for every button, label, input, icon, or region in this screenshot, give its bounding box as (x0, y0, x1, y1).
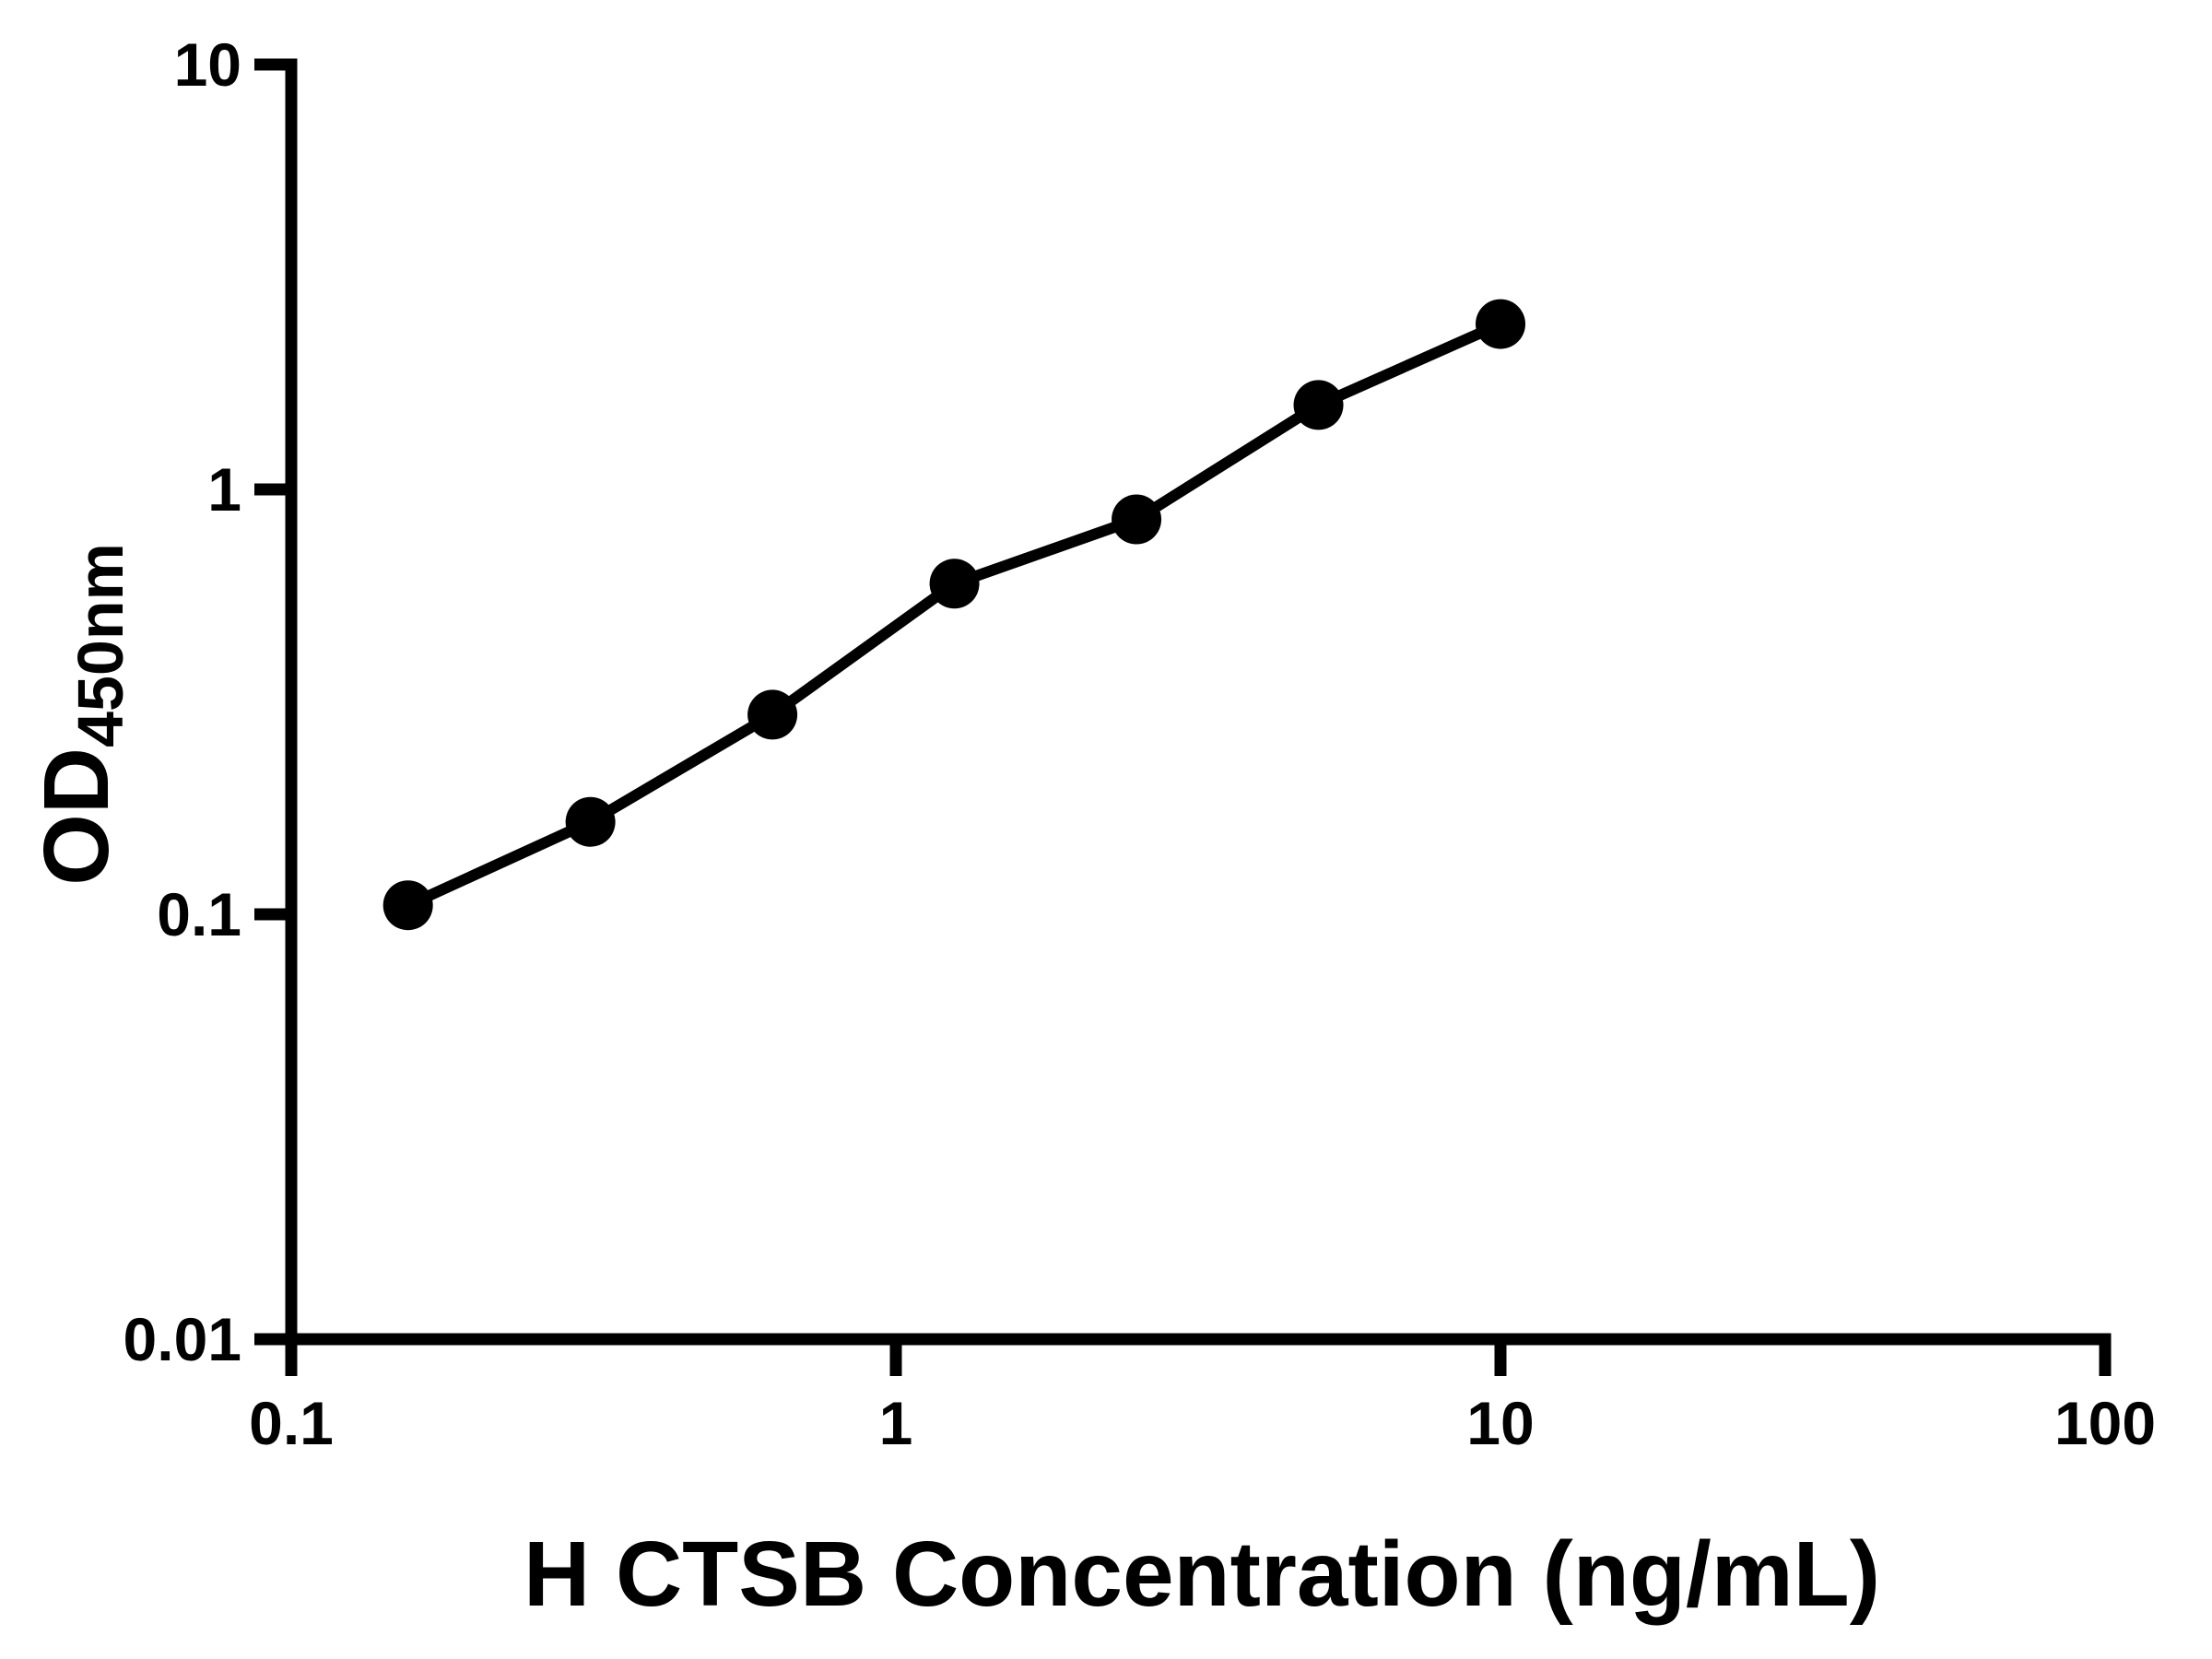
y-tick-label-0.01: 0.01 (124, 1305, 241, 1373)
x-axis-title: H CTSB Concentration (ng/mL) (524, 1523, 1880, 1626)
x-tick-label-10: 10 (1466, 1389, 1534, 1457)
standard-curve-point-3 (747, 689, 798, 740)
x-tick-label-1: 1 (879, 1389, 913, 1457)
series-layer (382, 299, 1525, 931)
y-axis-title: OD450nm (25, 543, 136, 886)
standard-curve-point-2 (565, 796, 616, 847)
standard-curve-point-1 (382, 880, 433, 931)
x-tick-label-0.1: 0.1 (249, 1389, 334, 1457)
standard-curve-point-7 (1476, 299, 1525, 349)
standard-curve-point-6 (1293, 380, 1344, 430)
standard-curve-point-5 (1112, 494, 1162, 545)
x-tick-label-100: 100 (2054, 1389, 2156, 1457)
y-axis-title-main: OD (25, 747, 128, 886)
y-axis-title-subscript: 450nm (65, 543, 136, 747)
y-tick-label-0.1: 0.1 (157, 880, 241, 948)
y-tick-label-10: 10 (174, 30, 241, 99)
y-tick-label-1: 1 (207, 455, 241, 524)
standard-curve-point-4 (929, 559, 980, 609)
